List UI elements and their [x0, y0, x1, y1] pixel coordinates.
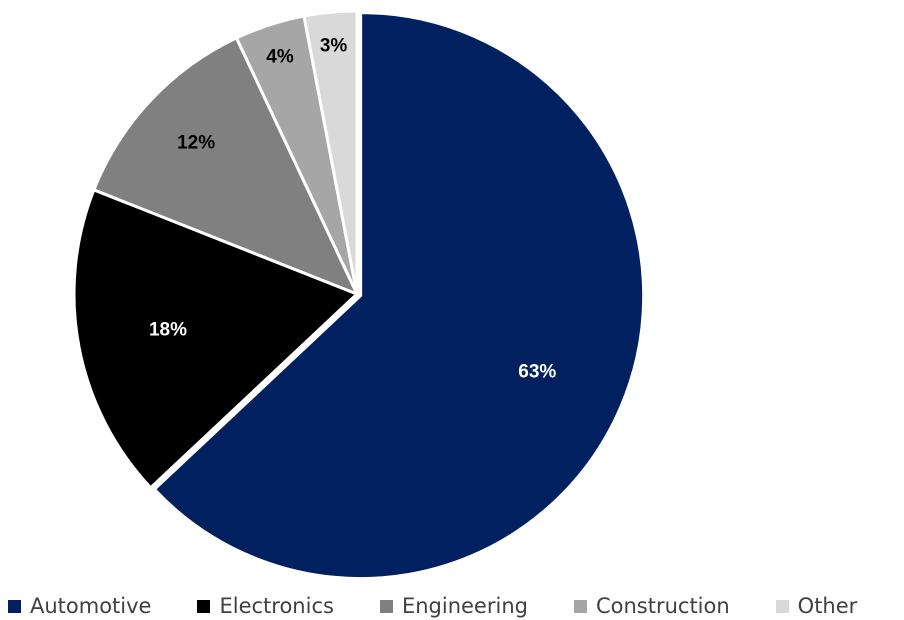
data-label-automotive: 63%: [518, 362, 556, 383]
legend-item-other: Other: [775, 593, 858, 618]
legend-label: Electronics: [219, 593, 334, 618]
chart-legend: Automotive Electronics Engineering Construc…: [8, 592, 904, 620]
legend-item-construction: Construction: [573, 593, 730, 618]
data-label-electronics: 18%: [149, 320, 187, 341]
legend-label: Construction: [595, 593, 730, 618]
pie-slice-other: [302, 9, 359, 296]
legend-label: Automotive: [30, 593, 152, 618]
legend-swatch: [775, 599, 789, 613]
data-label-construction: 4%: [266, 47, 294, 68]
pie-slice-automotive: [152, 11, 646, 581]
legend-item-electronics: Electronics: [197, 593, 334, 618]
legend-label: Other: [797, 593, 858, 618]
pie-slice-electronics: [72, 188, 359, 490]
legend-item-automotive: Automotive: [8, 593, 152, 618]
pie-slice-engineering: [92, 36, 359, 296]
pie-chart: 63% 18% 12% 4% 3%: [72, 9, 646, 581]
legend-item-engineering: Engineering: [379, 593, 528, 618]
legend-label: Engineering: [401, 593, 528, 618]
legend-swatch: [379, 599, 393, 613]
legend-swatch: [197, 599, 211, 613]
legend-swatch: [8, 599, 21, 613]
data-label-engineering: 12%: [177, 132, 215, 153]
data-label-other: 3%: [320, 36, 348, 57]
legend-swatch: [573, 599, 587, 613]
